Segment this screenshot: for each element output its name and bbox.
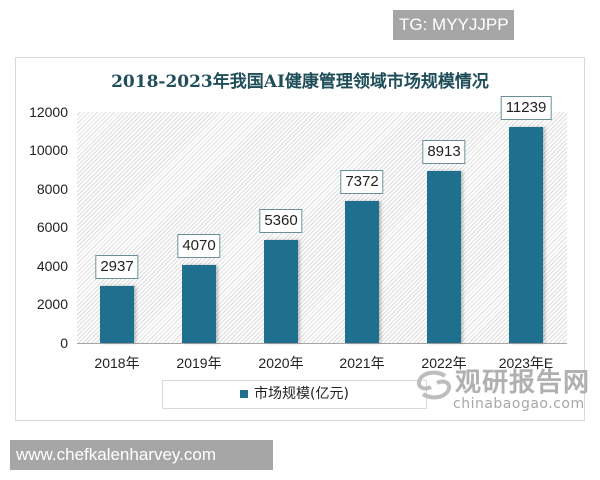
data-label: 7372 bbox=[340, 170, 384, 194]
x-tick: 2018年 bbox=[94, 355, 140, 371]
data-label: 8913 bbox=[422, 140, 466, 164]
x-axis-line bbox=[77, 343, 567, 344]
chart-title: 2018-2023年我国AI健康管理领域市场规模情况 bbox=[111, 72, 489, 92]
data-label: 2937 bbox=[95, 255, 139, 279]
x-tick: 2022年 bbox=[421, 355, 467, 371]
data-label: 11239 bbox=[500, 96, 552, 120]
site-badge: www.chefkalenharvey.com bbox=[10, 440, 273, 470]
watermark-logo-icon bbox=[416, 370, 452, 400]
x-tick: 2021年 bbox=[339, 355, 385, 371]
tg-badge: TG: MYYJJPP bbox=[393, 10, 514, 40]
watermark-cn: 观研报告网 bbox=[455, 368, 591, 398]
x-tick: 2023年E bbox=[498, 355, 554, 371]
bar bbox=[100, 286, 134, 343]
y-tick: 2000 bbox=[36, 296, 68, 312]
x-tick: 2019年 bbox=[176, 355, 222, 371]
legend: 市场规模(亿元) bbox=[162, 380, 427, 409]
bar bbox=[509, 127, 543, 343]
bar bbox=[427, 171, 461, 343]
y-tick: 4000 bbox=[36, 258, 68, 274]
y-tick: 8000 bbox=[36, 181, 68, 197]
watermark-en: chinabaogao.com bbox=[453, 396, 585, 412]
y-tick: 12000 bbox=[29, 104, 68, 120]
legend-swatch bbox=[240, 390, 249, 398]
y-tick: 6000 bbox=[36, 219, 68, 235]
bar bbox=[182, 265, 216, 343]
legend-label: 市场规模(亿元) bbox=[254, 386, 349, 402]
x-tick: 2020年 bbox=[258, 355, 304, 371]
data-label: 4070 bbox=[177, 234, 221, 258]
bar bbox=[345, 201, 379, 343]
data-label: 5360 bbox=[259, 209, 303, 233]
y-tick: 10000 bbox=[29, 142, 68, 158]
plot-area bbox=[77, 112, 567, 343]
bar bbox=[264, 240, 298, 343]
y-tick: 0 bbox=[60, 335, 68, 351]
